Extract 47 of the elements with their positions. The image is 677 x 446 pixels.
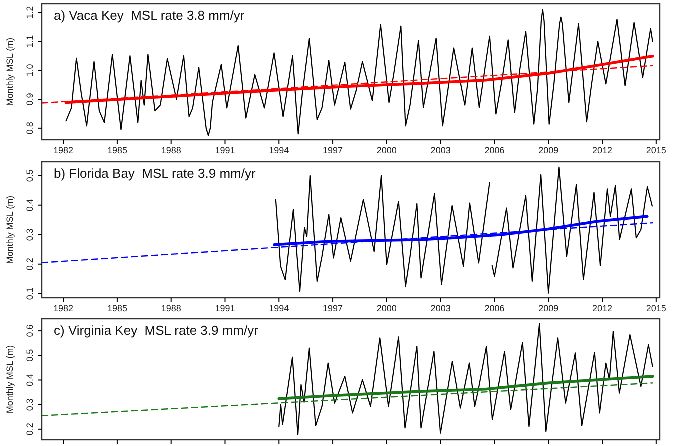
x-tick-label: 2003 (430, 303, 451, 314)
x-tick-label: 2009 (538, 303, 559, 314)
x-tick-label: 1985 (107, 145, 128, 156)
y-tick-label: 0.8 (25, 122, 35, 135)
x-tick-label: 2015 (646, 303, 666, 314)
y-tick-label: 0.9 (25, 93, 35, 106)
x-tick-label: 2012 (592, 303, 613, 314)
x-tick-label: 2006 (484, 145, 505, 156)
x-tick-label: 1988 (161, 303, 182, 314)
y-tick-label: 1.0 (25, 64, 35, 77)
line-series (278, 323, 654, 436)
x-tick-label: 1994 (269, 145, 290, 156)
y-axis-title: Monthly MSL (m) (5, 38, 15, 106)
x-tick-label: 2000 (376, 145, 397, 156)
x-tick-label: 2006 (484, 303, 505, 314)
x-tick-label: 1991 (215, 145, 236, 156)
y-tick-label: 0.4 (25, 374, 35, 386)
y-tick-label: 0.4 (25, 199, 35, 212)
x-tick-label: 2012 (592, 145, 613, 156)
y-tick-label: 0.2 (25, 423, 35, 436)
y-tick-label: 0.1 (25, 288, 35, 300)
y-tick-label: 1.2 (25, 6, 35, 19)
y-axis-title: Monthly MSL (m) (5, 345, 15, 414)
x-tick-label: 1985 (107, 303, 128, 314)
x-tick-label: 2009 (538, 145, 559, 156)
y-tick-label: 0.3 (25, 228, 35, 242)
y-tick-label: 0.3 (25, 398, 35, 412)
x-tick-label: 2015 (646, 145, 666, 156)
x-tick-label: 1997 (323, 145, 344, 156)
y-tick-label: 0.6 (25, 324, 35, 338)
x-tick-label: 2000 (376, 303, 397, 314)
y-axis-title: Monthly MSL (m) (5, 196, 15, 264)
y-tick-label: 0.2 (25, 258, 35, 271)
chart-title: c) Virginia Key MSL rate 3.9 mm/yr (54, 323, 260, 338)
x-tick-label: 1991 (215, 303, 236, 314)
x-tick-label: 2003 (430, 145, 451, 156)
x-tick-label: 1994 (269, 303, 290, 314)
y-tick-label: 1.1 (25, 35, 35, 48)
x-tick-label: 1988 (161, 145, 182, 156)
chart-title: b) Florida Bay MSL rate 3.9 mm/yr (54, 166, 256, 181)
x-tick-label: 1997 (323, 303, 344, 314)
x-tick-label: 1982 (54, 145, 74, 156)
y-tick-label: 0.5 (25, 170, 35, 182)
chart-title: a) Vaca Key MSL rate 3.8 mm/yr (54, 8, 246, 23)
line-series (66, 9, 654, 136)
y-tick-label: 0.5 (25, 349, 35, 362)
x-tick-label: 1982 (54, 303, 74, 314)
